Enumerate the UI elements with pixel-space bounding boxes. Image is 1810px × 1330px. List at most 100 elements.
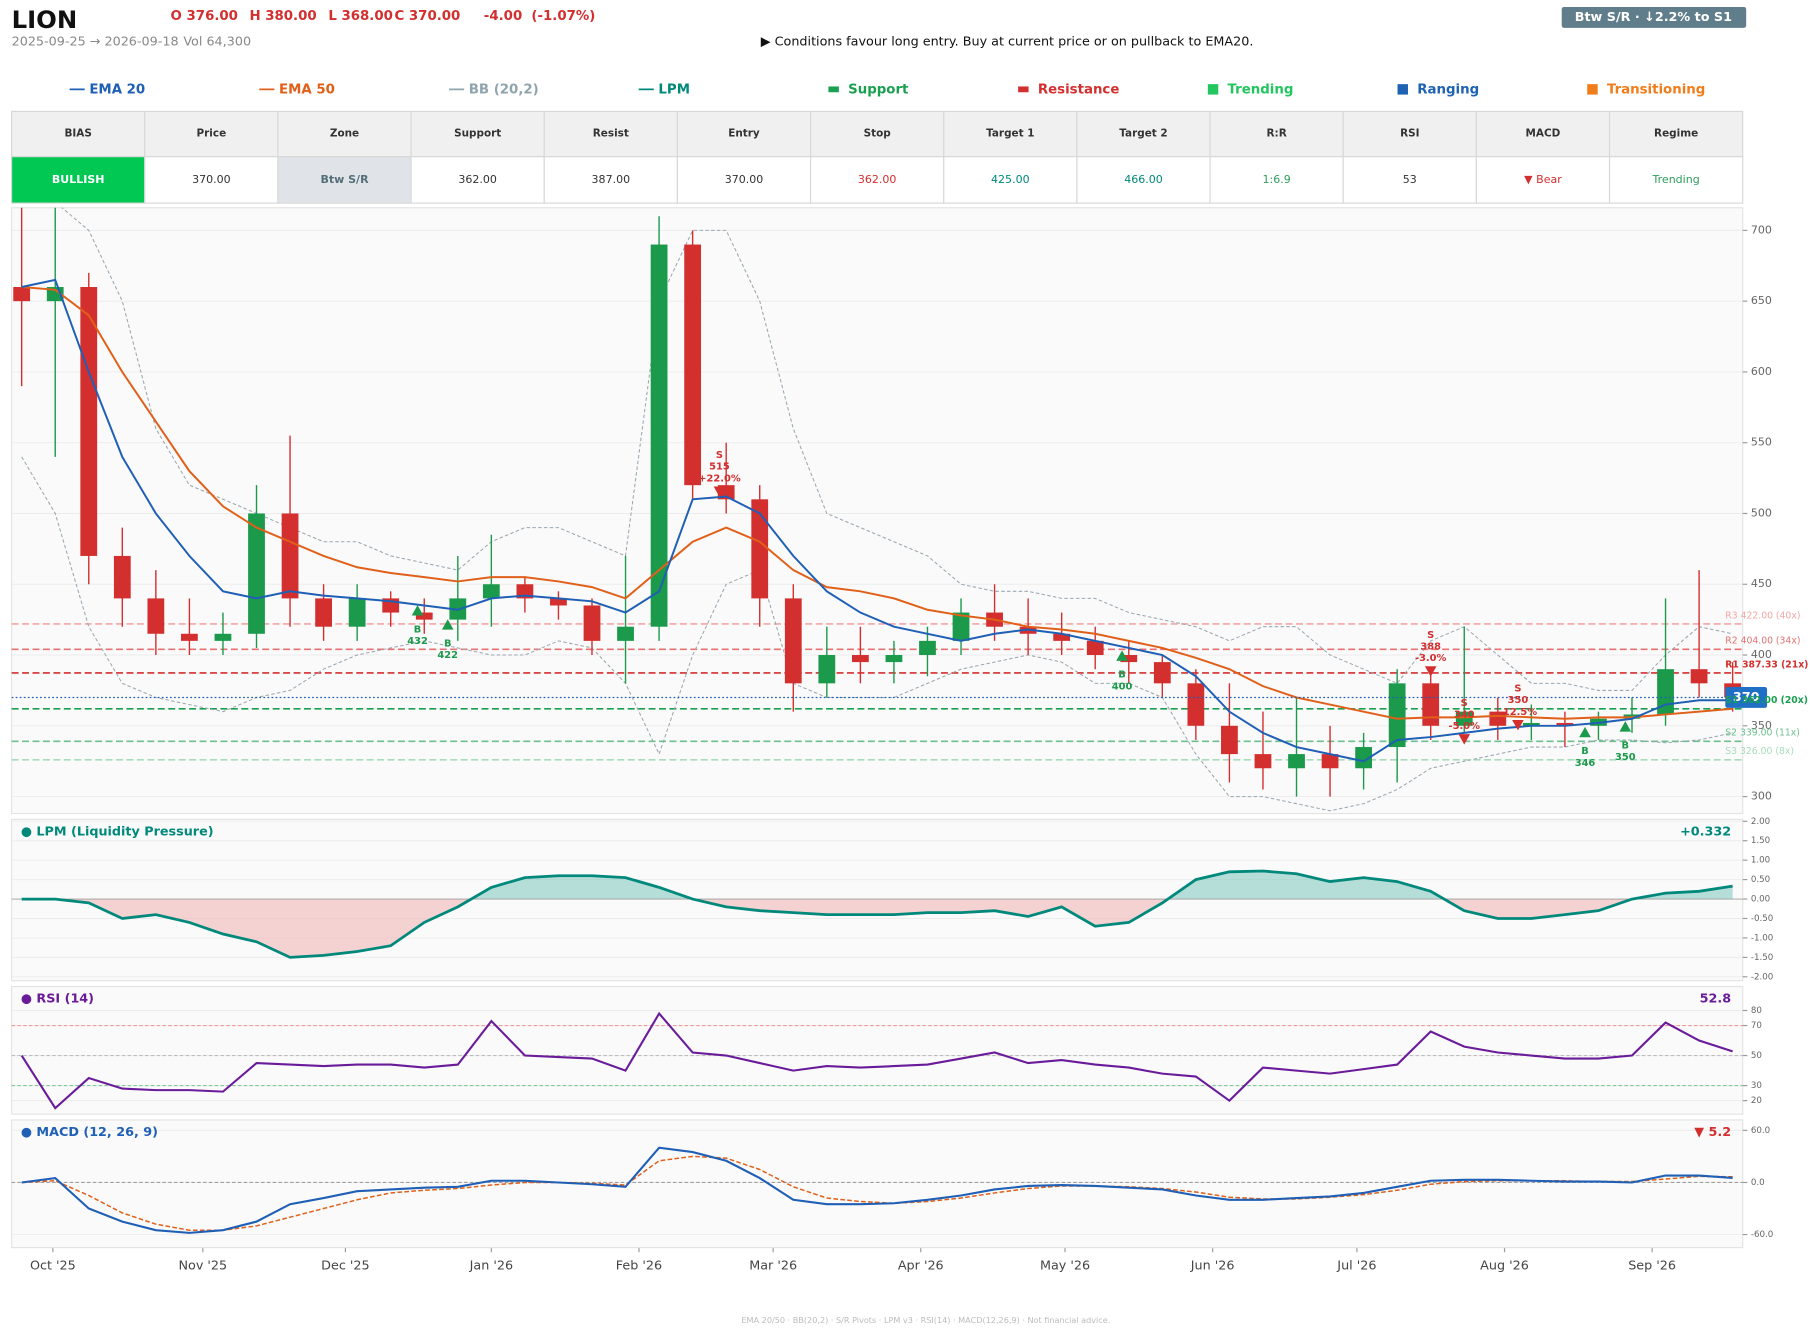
candle-body	[784, 598, 802, 684]
candle-body	[885, 655, 903, 663]
candle-body	[952, 612, 970, 641]
level-label: R3 422.00 (40x)	[1725, 610, 1800, 621]
x-tick-label: May '26	[1040, 1259, 1090, 1274]
data-text: ▼ Bear	[1524, 173, 1562, 186]
candle-body	[851, 655, 869, 663]
header-text: Target 2	[1119, 127, 1167, 139]
signal-marker	[441, 619, 454, 630]
data-cell	[1608, 156, 1744, 204]
signal-label: 400	[1112, 681, 1133, 692]
y-tick-label: 450	[1751, 577, 1772, 590]
signal-label: -12.5%	[1499, 707, 1537, 718]
last-price-label: 370	[1733, 690, 1760, 705]
signal-label: B	[444, 639, 452, 650]
header-cell	[277, 110, 412, 158]
level-label: S3 326.00 (8x)	[1725, 746, 1794, 757]
last-price-badge	[1725, 687, 1768, 708]
candle-body	[684, 244, 702, 486]
header-text: Price	[197, 127, 227, 139]
data-text: 466.00	[1124, 173, 1163, 186]
data-text: BULLISH	[52, 173, 105, 186]
series-line	[20, 1011, 1733, 1110]
x-tick-label: Nov '25	[178, 1259, 227, 1274]
header-cell	[1342, 110, 1477, 158]
candle-body	[1086, 640, 1104, 656]
data-text: 425.00	[991, 173, 1030, 186]
x-tick-label: Jul '26	[1336, 1259, 1376, 1274]
header-cell	[410, 110, 545, 158]
y-tick-label: 0.00	[1751, 895, 1770, 905]
signal-label: S	[1514, 684, 1521, 695]
candle-body	[1455, 711, 1473, 726]
y-tick-label: -0.50	[1751, 914, 1773, 924]
candle-body	[1522, 722, 1540, 726]
y-tick-label: 550	[1751, 436, 1772, 449]
y-tick-label: 0.0	[1751, 1178, 1765, 1188]
legend-label: BB (20,2)	[469, 82, 539, 97]
y-tick-label: 1.50	[1751, 836, 1770, 846]
signal-label: 346	[1575, 758, 1596, 769]
header-text: R:R	[1267, 127, 1287, 139]
signal-marker	[1116, 650, 1128, 661]
data-text: Trending	[1652, 173, 1700, 186]
y-tick-label: 1.00	[1751, 856, 1770, 866]
panel-bg	[11, 207, 1744, 815]
candle-body	[1321, 754, 1339, 769]
candle-body	[214, 633, 232, 641]
x-tick-label: Mar '26	[749, 1259, 797, 1274]
ema-line	[21, 286, 1733, 720]
panel-title: ● LPM (Liquidity Pressure)	[21, 825, 214, 840]
date-range: 2025-09-25 → 2026-09-18	[12, 34, 179, 49]
data-cell	[410, 156, 545, 204]
header-text: Support	[454, 127, 501, 139]
candle-body	[1288, 754, 1305, 769]
y-tick-label: 400	[1751, 648, 1772, 661]
panel-title: ● MACD (12, 26, 9)	[21, 1125, 158, 1140]
signal-label: B	[1622, 741, 1630, 752]
signal-marker	[411, 605, 424, 616]
candle-body	[818, 655, 836, 684]
header-text: Zone	[330, 127, 359, 139]
message: ▶ Conditions favour long entry. Buy at c…	[761, 34, 1254, 49]
data-text: 53	[1403, 173, 1417, 186]
data-text: 362.00	[458, 173, 497, 186]
data-text: 370.00	[725, 173, 764, 186]
level-label: S1 362.00 (20x)	[1725, 695, 1808, 706]
signal-marker	[713, 486, 726, 497]
y-tick-label: 50	[1751, 1051, 1762, 1061]
legend-marker	[828, 86, 839, 93]
signal-label: B	[414, 624, 422, 635]
data-cell	[144, 156, 279, 204]
volume: Vol 64,300	[183, 34, 251, 49]
header-cell	[943, 110, 1078, 158]
header-text: MACD	[1526, 127, 1561, 139]
y-tick-label: 0.50	[1751, 875, 1770, 885]
change-pct: (-1.07%)	[531, 9, 595, 24]
panel-bg	[11, 1119, 1744, 1249]
header-text: Resist	[593, 127, 629, 139]
signal-label: -5.0%	[1449, 721, 1481, 732]
header-cell	[1076, 110, 1211, 158]
signal-label: B	[1118, 670, 1126, 681]
candle-body	[919, 640, 936, 656]
header-cell	[676, 110, 812, 158]
signal-label: -3.0%	[1415, 653, 1447, 664]
y-tick-label: -60.0	[1751, 1230, 1773, 1240]
signal-label: 432	[407, 636, 428, 647]
area-negative	[21, 899, 1733, 958]
y-tick-label: 70	[1751, 1021, 1762, 1031]
level-label: R2 404.00 (34x)	[1725, 636, 1800, 647]
candle-body	[617, 626, 634, 641]
legend-label: Ranging	[1417, 82, 1479, 97]
data-cell	[676, 156, 812, 204]
candle-body	[281, 513, 299, 599]
bollinger-band	[61, 207, 1733, 691]
legend-label: Support	[848, 82, 909, 97]
header-cell	[11, 110, 146, 158]
candle-body	[1120, 655, 1138, 663]
price-plot	[11, 207, 1743, 812]
candle-body	[1254, 754, 1272, 769]
badge-bg	[1561, 6, 1747, 28]
signal-marker	[1424, 666, 1437, 677]
